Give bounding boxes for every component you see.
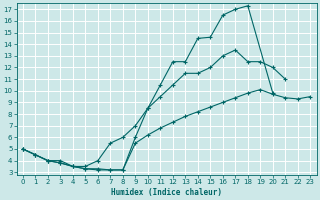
X-axis label: Humidex (Indice chaleur): Humidex (Indice chaleur)	[111, 188, 222, 197]
